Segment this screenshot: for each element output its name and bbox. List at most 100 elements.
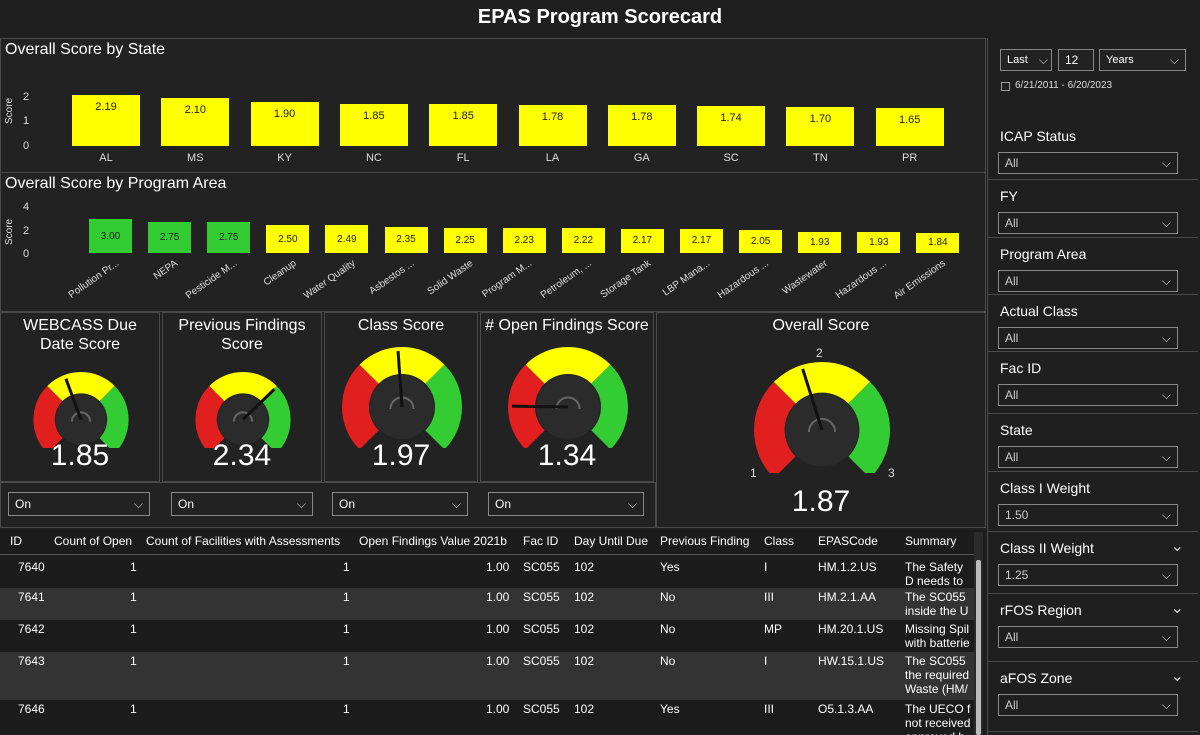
program-bar[interactable]: 2.05 — [738, 229, 784, 254]
program-bar[interactable]: 2.22 — [560, 227, 606, 254]
program-bar[interactable]: 2.49 — [324, 224, 370, 254]
table-cell-open: 1 — [130, 560, 137, 574]
gauge-yellow-band — [525, 347, 611, 384]
program-bar[interactable]: 2.75 — [206, 221, 252, 254]
program-chart-ylabel: Score — [4, 218, 15, 245]
table-row[interactable]: 7640 1 1 1.00 SC055 102 Yes I HM.1.2.US The Safet… — [0, 558, 975, 588]
program-bar[interactable]: 2.23 — [501, 227, 547, 254]
col-header-previous-finding[interactable]: Previous Finding — [660, 534, 750, 548]
chevron-down-icon: ⌵ — [1161, 450, 1171, 464]
dropdown-value: On — [495, 497, 512, 511]
state-bar[interactable]: 1.78 — [606, 104, 677, 147]
table-row[interactable]: 7642 1 1 1.00 SC055 102 No MP HM.20.1.US Missing … — [0, 620, 975, 652]
state-category-label: FL — [456, 152, 470, 164]
table-cell-id: 7643 — [18, 654, 45, 668]
open-findings-toggle-dropdown[interactable]: On ⌵ — [488, 492, 644, 516]
table-cell-cls: I — [764, 654, 768, 668]
state-bar[interactable]: 1.65 — [874, 107, 945, 147]
state-bar-label: 2.19 — [95, 101, 117, 114]
table-cell-facilities: 1 — [343, 560, 350, 574]
gauge-needle — [396, 351, 404, 408]
gauge-value: 2.34 — [212, 439, 272, 472]
table-row[interactable]: 7643 1 1 1.00 SC055 102 No I HW.15.1.US The SC055… — [0, 652, 975, 700]
program-bar[interactable]: 1.93 — [797, 230, 843, 254]
col-header-class[interactable]: Class — [764, 534, 795, 548]
calendar-icon[interactable] — [1001, 82, 1010, 91]
previous-findings-toggle-dropdown[interactable]: On ⌵ — [171, 492, 313, 516]
date-count-input[interactable]: 12 — [1058, 49, 1094, 71]
slicer-dropdown[interactable]: All ⌵ — [998, 270, 1178, 292]
gauge-panel-webcass: WEBCASS Due Date Score 1.85 — [0, 312, 160, 482]
program-bar[interactable]: 2.17 — [619, 227, 665, 254]
gauge-needle — [801, 368, 824, 431]
slicer-afos-zone: aFOS Zone ⌄ All ⌵ — [988, 662, 1198, 732]
col-header-count-facilities[interactable]: Count of Facilities with Assessments — [146, 534, 341, 548]
col-header-summary[interactable]: Summary — [905, 534, 957, 548]
state-bar[interactable]: 2.19 — [71, 94, 141, 147]
program-bar[interactable]: 2.35 — [383, 225, 429, 254]
table-cell-cls: I — [764, 560, 768, 574]
table-cell-code: HM.1.2.US — [818, 560, 877, 574]
gauge-value: 1.97 — [371, 439, 431, 472]
program-category-label: Hazardous ... — [715, 258, 771, 302]
chevron-down-icon[interactable]: ⌄ — [1170, 668, 1184, 685]
program-bar[interactable]: 2.17 — [679, 227, 724, 254]
chevron-down-icon: ⌵ — [1161, 331, 1171, 345]
slicer-dropdown[interactable]: All ⌵ — [998, 626, 1178, 648]
slicer-dropdown[interactable]: All ⌵ — [998, 694, 1178, 716]
slicer-dropdown[interactable]: All ⌵ — [998, 384, 1178, 406]
state-bar[interactable]: 1.90 — [249, 101, 320, 147]
program-bar[interactable]: 3.00 — [88, 218, 133, 254]
state-bar[interactable]: 1.85 — [338, 102, 409, 147]
program-chart-panel: Overall Score by Program Area Score 4 2 … — [0, 172, 986, 312]
chevron-down-icon[interactable]: ⌄ — [1170, 538, 1184, 555]
slicer-dropdown[interactable]: All ⌵ — [998, 152, 1178, 174]
state-bar[interactable]: 1.78 — [517, 104, 588, 147]
state-chart-ylabel: Score — [4, 97, 15, 124]
table-cell-open: 1 — [130, 654, 137, 668]
program-bar[interactable]: 2.75 — [147, 221, 193, 254]
program-bar[interactable]: 1.93 — [856, 230, 902, 254]
slicer-dropdown[interactable]: All ⌵ — [998, 212, 1178, 234]
state-bar[interactable]: 1.70 — [785, 106, 856, 147]
state-bar[interactable]: 1.74 — [696, 105, 767, 147]
program-category-label: Storage Tank — [598, 258, 653, 301]
col-header-id[interactable]: ID — [10, 534, 22, 548]
slicer-dropdown[interactable]: 1.25 ⌵ — [998, 564, 1178, 586]
slicer-dropdown[interactable]: 1.50 ⌵ — [998, 504, 1178, 526]
table-cell-fac: SC055 — [523, 590, 560, 604]
gauge-red-band — [342, 364, 379, 448]
gauge-yellow-band — [209, 372, 277, 402]
table-row[interactable]: 7641 1 1 1.00 SC055 102 No III HM.2.1.AA The SC05… — [0, 588, 975, 620]
state-bar[interactable]: 1.85 — [428, 102, 499, 147]
state-bar-label: 1.85 — [363, 109, 385, 122]
col-header-count-open[interactable]: Count of Open — [54, 534, 133, 548]
chevron-down-icon[interactable]: ⌄ — [1170, 600, 1184, 617]
col-header-open-findings-value[interactable]: Open Findings Value 2021b — [359, 534, 507, 548]
slicer-dropdown[interactable]: All ⌵ — [998, 327, 1178, 349]
table-scroll-thumb[interactable] — [976, 560, 981, 735]
state-category-label: LA — [545, 152, 560, 164]
program-bar[interactable]: 2.25 — [442, 227, 488, 254]
col-header-day-until-due[interactable]: Day Until Due — [574, 534, 649, 548]
webcass-toggle-dropdown[interactable]: On ⌵ — [8, 492, 150, 516]
program-bar[interactable]: 1.84 — [915, 231, 961, 254]
col-header-fac-id[interactable]: Fac ID — [523, 534, 559, 548]
table-row[interactable]: 7646 1 1 1.00 SC055 102 Yes III O5.1.3.AA The UEC… — [0, 700, 975, 735]
program-bar-label: 2.50 — [278, 233, 298, 245]
program-category-label: LBP Mana... — [660, 258, 712, 299]
slicer-dropdown[interactable]: All ⌵ — [998, 446, 1178, 468]
slicer-title: Actual Class — [1000, 303, 1078, 319]
program-category-label: Pollution Pr... — [66, 258, 121, 301]
state-bar-label: 1.65 — [898, 114, 921, 127]
program-bar[interactable]: 2.50 — [265, 224, 311, 254]
date-mode-dropdown[interactable]: Last ⌵ — [1000, 49, 1052, 71]
state-ytick-1: 1 — [23, 115, 30, 127]
table-cell-cls: III — [764, 590, 775, 604]
date-unit-dropdown[interactable]: Years ⌵ — [1099, 49, 1186, 71]
col-header-epascode[interactable]: EPASCode — [818, 534, 878, 548]
state-bar-label: 1.85 — [452, 109, 474, 122]
table-cell-facilities: 1 — [343, 654, 350, 668]
state-bar[interactable]: 2.10 — [160, 96, 231, 147]
class-score-toggle-dropdown[interactable]: On ⌵ — [332, 492, 468, 516]
